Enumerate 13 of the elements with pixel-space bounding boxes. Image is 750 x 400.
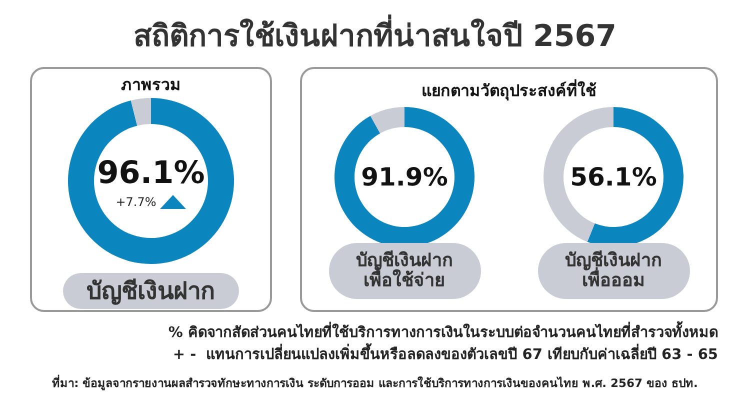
slice-label: บัญชีเงินฝาก เพื่อใช้จ่าย xyxy=(328,243,480,299)
chart-subtitle: ภาพรวม xyxy=(120,74,182,96)
text: สถิติการใช้เงินฝากที่น่าสนใจปี 2567 xyxy=(132,14,618,56)
text: +7.7% xyxy=(116,195,156,209)
text: แยกตามวัตถุประสงค์ที่ใช้ xyxy=(420,78,598,102)
text: + - แทนการเปลี่ยนแปลงเพิ่มขึ้นหรือลดลงของตัวเลขปี 67 เทียบกับค่าเฉลี่ยปี 63 - 65 xyxy=(172,342,718,365)
text: % คิดจากสัดส่วนคนไทยที่ใช้บริการทางการเงินในระบบต่อจำนวนคนไทยที่สำรวจทั้งหมด xyxy=(168,320,718,343)
slice-label: บัญชีเงินฝาก xyxy=(63,273,239,309)
data-label: 56.1% xyxy=(570,162,657,192)
data-label: 91.9% xyxy=(361,162,448,192)
data-label: 96.1% xyxy=(97,155,205,191)
slice-label: บัญชีเงินฝาก เพื่อออม xyxy=(538,243,690,299)
text: ที่มา: ข้อมูลจากรายงานผลสำรวจทักษะทางการเงิน ระดับการออม และการใช้บริการทางการเงินของคนไทย พ.ศ. 2567 ของ ธปท. xyxy=(51,374,699,392)
